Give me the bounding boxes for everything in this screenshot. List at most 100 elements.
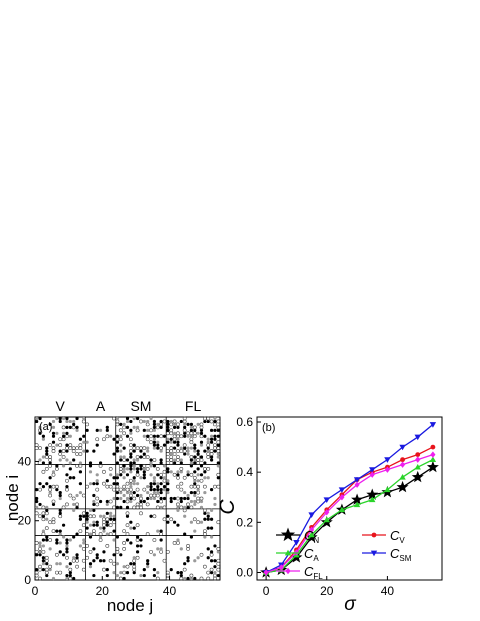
point-gray [186,470,190,474]
point-filled [159,538,163,542]
point-filled [135,544,140,548]
point-gray [132,416,136,421]
point-filled [209,570,214,575]
point-gray [146,565,150,569]
legend-marker [371,532,377,538]
point-open [65,434,69,439]
legend-item-V: CV [362,528,405,545]
point-open [95,496,100,501]
point-open [176,502,180,507]
point-filled [159,529,163,533]
data-point [411,470,424,483]
point-gray [72,556,76,560]
point-filled [129,520,133,524]
point-gray [65,458,69,462]
point-open [135,555,140,560]
point-open [202,564,207,569]
point-gray [213,496,217,501]
point-open [75,452,79,456]
point-open [182,443,187,448]
point-open [128,443,133,448]
point-open [34,549,39,554]
point-filled [35,419,39,424]
point-gray [183,490,187,495]
data-point [369,467,376,473]
point-open [142,487,147,492]
point-filled [196,449,200,453]
point-open [71,558,76,563]
point-gray [129,431,133,435]
point-gray [196,431,200,435]
point-gray [193,479,197,483]
point-filled [132,562,136,566]
point-gray [115,473,120,477]
point-open [41,511,46,516]
point-filled [58,511,62,515]
point-filled [146,559,150,563]
point-filled [82,514,86,518]
point-gray [132,464,136,468]
point-filled [166,422,170,427]
point-filled [156,488,160,492]
point-gray [135,482,140,486]
point-filled [78,514,83,518]
point-open [125,523,130,528]
point-filled [85,511,89,515]
point-gray [193,493,197,498]
point-filled [85,514,89,518]
point-open [34,443,39,448]
point-filled [105,523,109,527]
point-open [172,472,177,477]
point-open [81,558,86,563]
point-open [51,472,56,477]
point-gray [149,416,153,421]
panel-a-ticks: 00 20 20 40 40 [18,454,177,598]
point-filled [129,452,133,456]
group-labels: V A SM FL [56,398,202,414]
point-open [179,449,184,453]
group-label: SM [130,398,151,414]
point-filled [203,470,207,474]
point-open [78,452,83,456]
point-filled [125,473,130,477]
point-open [162,517,167,522]
series-A [262,456,437,575]
point-gray [98,535,103,539]
point-filled [78,470,83,474]
point-open [95,487,100,492]
point-gray [196,556,200,560]
point-filled [105,428,109,432]
point-filled [125,538,130,542]
point-filled [146,496,150,501]
point-gray [41,437,46,441]
point-filled [72,576,76,581]
b-ytick-label: 0.6 [236,415,253,429]
point-filled [209,488,214,492]
point-gray [216,464,220,468]
point-filled [45,482,49,486]
point-gray [183,422,187,427]
b-ytick-label: 0.4 [236,465,253,479]
data-point [338,506,346,513]
point-filled [125,570,130,575]
point-filled [166,440,170,444]
point-filled [41,559,46,563]
point-filled [186,556,190,560]
point-gray [35,416,39,421]
point-gray [196,479,200,483]
point-gray [213,416,217,421]
point-gray [88,482,93,486]
data-point [414,463,421,470]
point-gray [58,541,62,545]
point-gray [115,573,120,578]
data-point [324,509,330,516]
panel-b: 0 20 40 0.0 0.2 0.4 0.6 CN CV CA CSM CFL (b) σ C [216,415,443,615]
point-filled [176,425,180,429]
point-open [61,437,66,442]
point-open [199,496,204,501]
point-open [75,502,79,507]
point-gray [152,553,157,557]
point-open [115,437,120,442]
point-open [182,449,187,453]
point-filled [58,529,62,533]
